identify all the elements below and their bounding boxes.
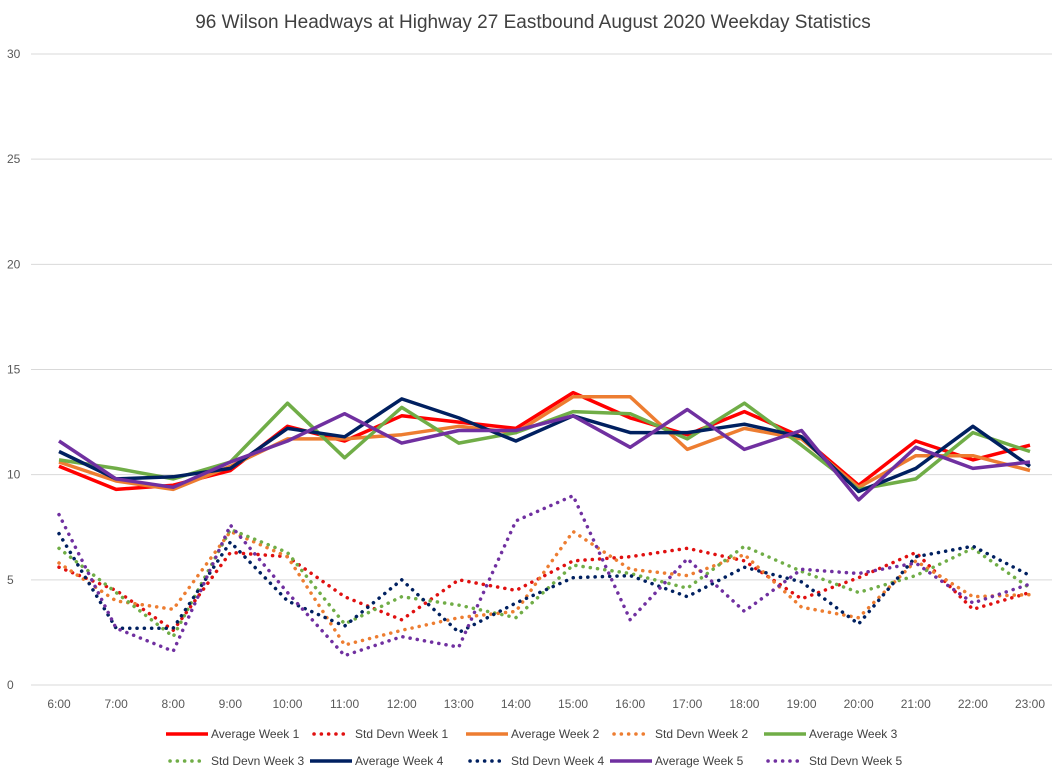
legend-item: Average Week 1 [166,727,300,741]
x-tick-label: 10:00 [272,697,302,711]
series-lines [57,390,1032,658]
x-tick-label: 15:00 [558,697,588,711]
legend-label: Average Week 1 [211,727,300,741]
legend-item: Std Devn Week 5 [766,754,902,768]
series-line [57,529,1032,647]
y-tick-label: 30 [7,47,21,61]
series-average-week-5 [58,407,1031,502]
legend-item: Average Week 4 [310,754,444,768]
legend-label: Std Devn Week 1 [355,727,448,741]
series-std-devn-week-5 [57,493,1032,658]
legend-item: Average Week 5 [610,754,744,768]
legend-item: Std Devn Week 1 [312,727,448,741]
series-average-week-4 [58,397,1032,494]
y-tick-label: 10 [7,468,21,482]
legend-label: Average Week 5 [655,754,744,768]
legend-label: Average Week 2 [511,727,600,741]
y-axis-ticks: 0 5 10 15 20 25 30 [7,47,21,692]
gridlines [31,53,1052,686]
series-line [57,531,1032,635]
x-tick-label: 11:00 [330,697,359,711]
x-tick-label: 8:00 [162,697,186,711]
x-tick-label: 9:00 [219,697,243,711]
x-tick-label: 13:00 [444,697,474,711]
legend-item: Std Devn Week 4 [468,754,604,768]
x-tick-label: 21:00 [901,697,931,711]
x-tick-label: 14:00 [501,697,531,711]
series-std-devn-week-1 [57,546,1032,633]
legend-label: Std Devn Week 2 [655,727,748,741]
legend-item: Std Devn Week 3 [168,754,304,768]
series-std-devn-week-4 [57,531,1032,635]
series-line [58,397,1032,494]
series-std-devn-week-2 [57,529,1032,647]
x-axis-ticks: 6:00 7:00 8:00 9:00 10:00 11:00 12:00 13:00 14:0… [47,697,1045,711]
legend-item: Std Devn Week 2 [612,727,748,741]
legend: Average Week 1 Std Devn Week 1 Average Wee… [166,727,902,768]
legend-label: Std Devn Week 5 [809,754,902,768]
series-line [58,390,1031,492]
y-tick-label: 0 [7,678,14,692]
x-tick-label: 17:00 [672,697,702,711]
x-tick-label: 23:00 [1015,697,1045,711]
y-tick-label: 15 [7,363,21,377]
series-average-week-1 [58,390,1031,492]
legend-item: Average Week 3 [764,727,898,741]
x-tick-label: 19:00 [787,697,817,711]
x-tick-label: 20:00 [844,697,874,711]
series-line [58,407,1031,502]
x-tick-label: 6:00 [47,697,71,711]
x-tick-label: 22:00 [958,697,988,711]
series-line [57,546,1032,633]
series-line [57,493,1032,658]
chart-title: 96 Wilson Headways at Highway 27 Eastbou… [195,12,871,33]
x-tick-label: 12:00 [387,697,417,711]
y-tick-label: 20 [7,257,21,271]
legend-label: Average Week 4 [355,754,444,768]
x-tick-label: 16:00 [615,697,645,711]
legend-label: Average Week 3 [809,727,898,741]
x-tick-label: 18:00 [729,697,759,711]
legend-label: Std Devn Week 4 [511,754,604,768]
legend-label: Std Devn Week 3 [211,754,304,768]
y-tick-label: 25 [7,152,21,166]
x-tick-label: 7:00 [104,697,128,711]
y-tick-label: 5 [7,573,14,587]
legend-item: Average Week 2 [466,727,600,741]
